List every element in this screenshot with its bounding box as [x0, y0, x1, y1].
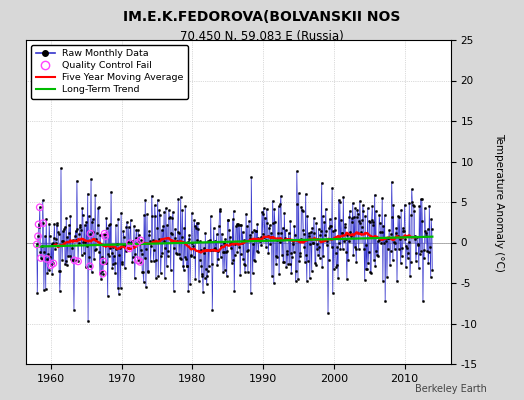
Point	[70, 257, 79, 264]
Point	[49, 260, 58, 267]
Point	[134, 257, 142, 263]
Text: Berkeley Earth: Berkeley Earth	[416, 384, 487, 394]
Point	[136, 237, 145, 244]
Point	[125, 245, 134, 252]
Point	[36, 204, 44, 210]
Point	[101, 230, 109, 237]
Point	[47, 262, 55, 268]
Y-axis label: Temperature Anomaly (°C): Temperature Anomaly (°C)	[494, 132, 504, 272]
Text: IM.E.K.FEDOROVA(BOLVANSKII NOS: IM.E.K.FEDOROVA(BOLVANSKII NOS	[123, 10, 401, 24]
Point	[101, 233, 110, 240]
Point	[85, 263, 94, 270]
Point	[136, 259, 144, 265]
Point	[99, 270, 107, 277]
Text: 70.450 N, 59.083 E (Russia): 70.450 N, 59.083 E (Russia)	[180, 30, 344, 43]
Point	[35, 221, 43, 228]
Point	[39, 220, 48, 226]
Point	[126, 240, 134, 246]
Point	[99, 258, 107, 265]
Point	[32, 241, 41, 248]
Point	[42, 256, 51, 262]
Point	[133, 240, 141, 246]
Point	[37, 255, 45, 261]
Legend: Raw Monthly Data, Quality Control Fail, Five Year Moving Average, Long-Term Tren: Raw Monthly Data, Quality Control Fail, …	[31, 45, 188, 99]
Point	[86, 230, 95, 237]
Point	[74, 258, 82, 264]
Point	[34, 233, 42, 240]
